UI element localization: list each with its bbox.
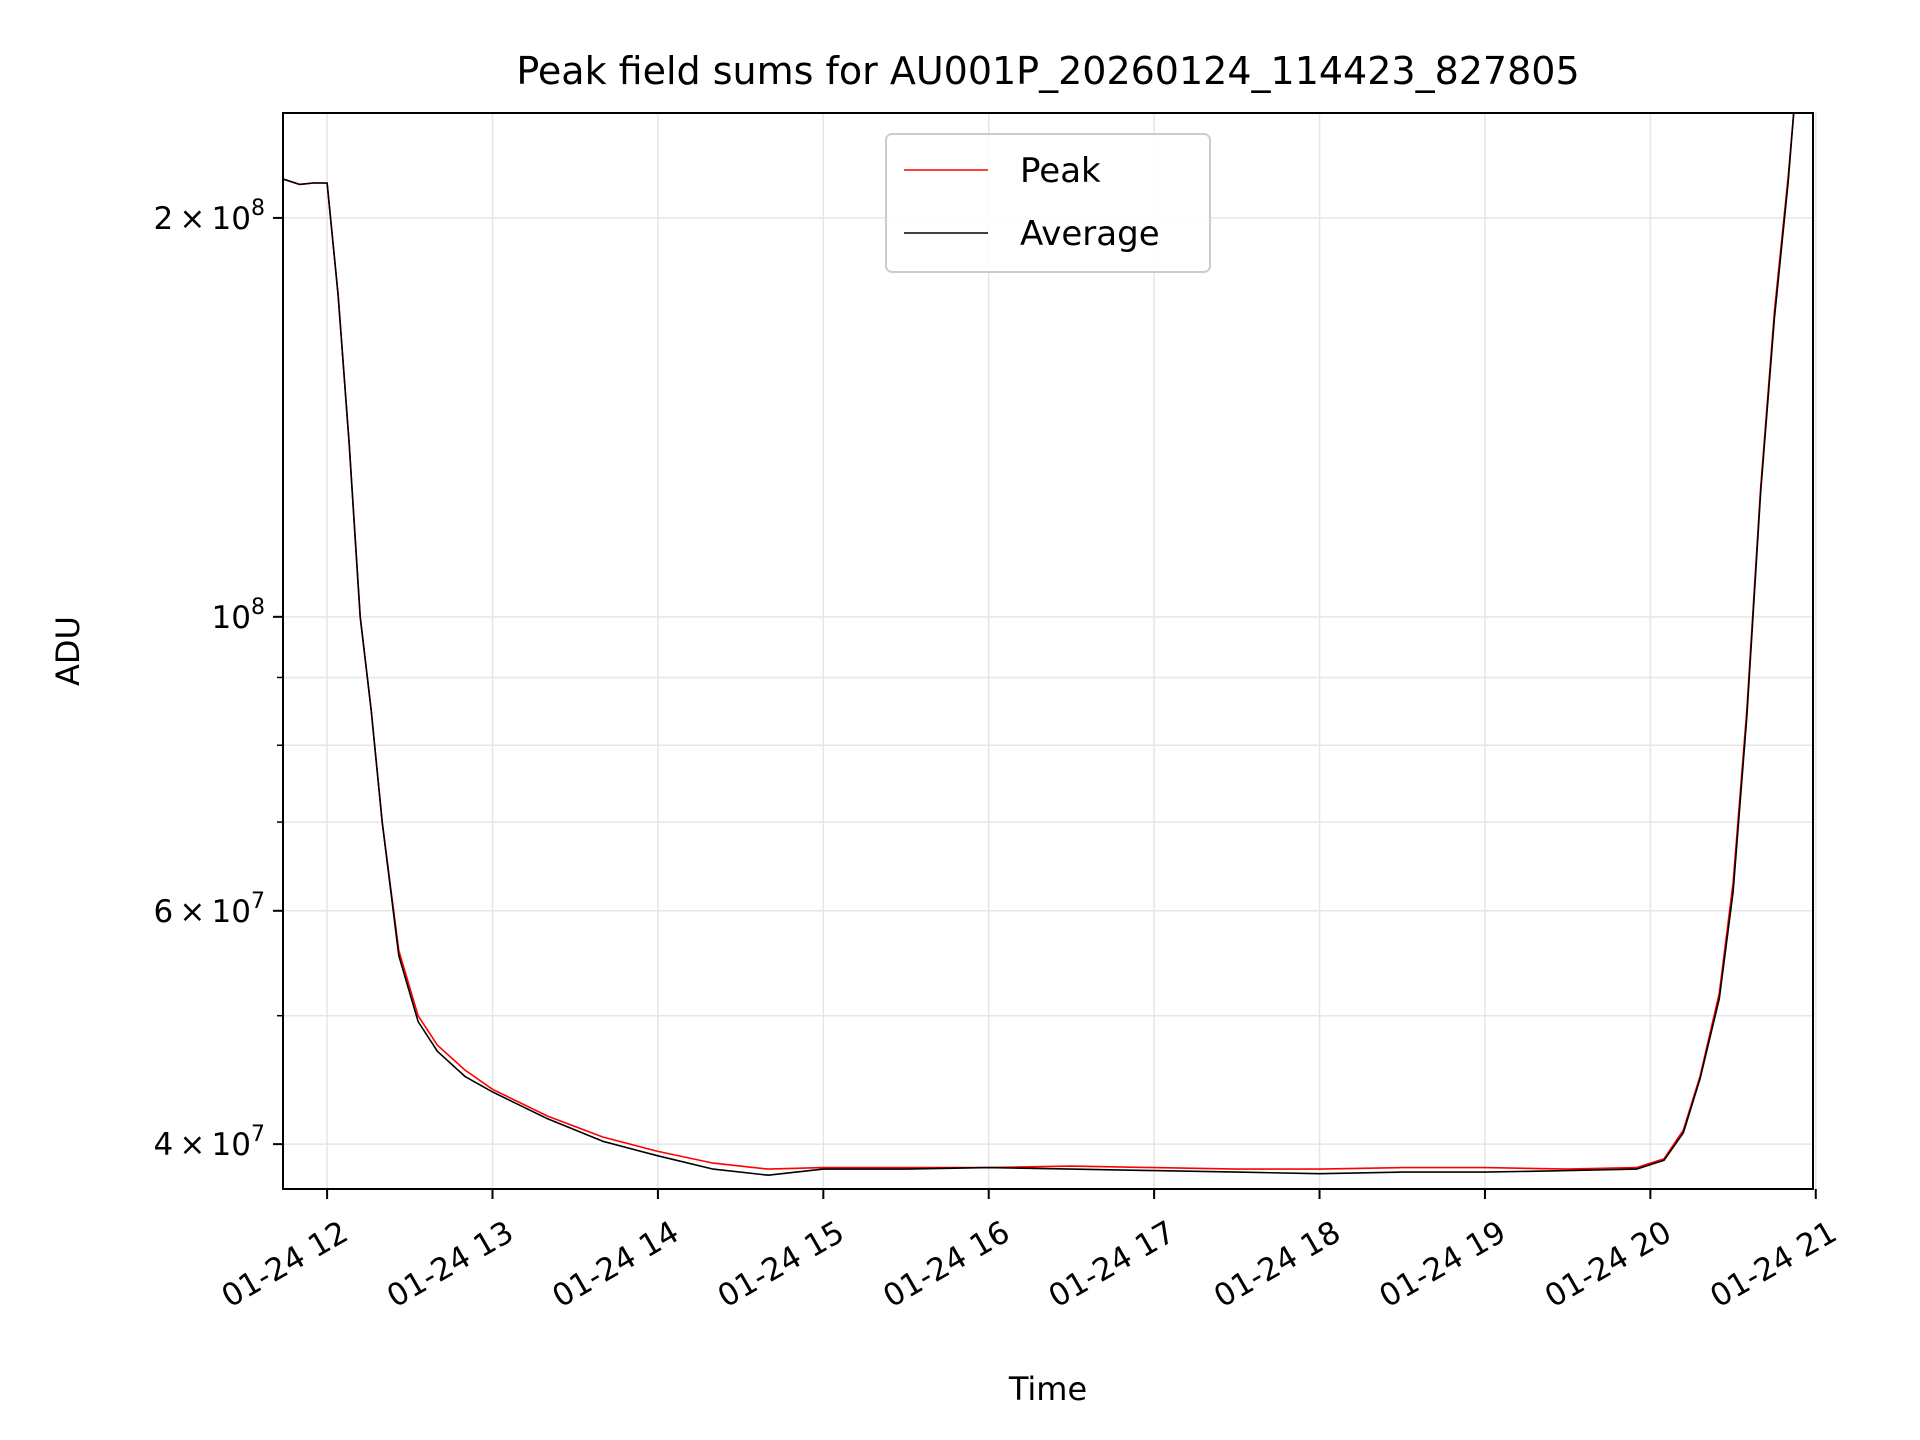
- y-tick-label: 2 × 108: [153, 196, 265, 237]
- y-tick-label: 4 × 107: [153, 1122, 265, 1163]
- y-tick-label: 108: [212, 595, 265, 636]
- chart-title: Peak field sums for AU001P_20260124_1144…: [516, 49, 1579, 93]
- plot-frame: [282, 112, 1814, 1190]
- legend-label-average: Average: [1020, 214, 1160, 254]
- x-axis-label: Time: [1008, 1370, 1087, 1408]
- legend-box: [885, 133, 1211, 273]
- series-layer: [283, 113, 1795, 1176]
- y-tick-label: 6 × 107: [153, 889, 265, 930]
- legend-label-peak: Peak: [1020, 151, 1101, 191]
- legend: Peak Average: [885, 133, 1211, 273]
- y-axis-label: ADU: [49, 616, 87, 686]
- series-line-average: [283, 113, 1795, 1176]
- y-axis: 4 × 107 6 × 107 108 2 × 108: [153, 196, 283, 1163]
